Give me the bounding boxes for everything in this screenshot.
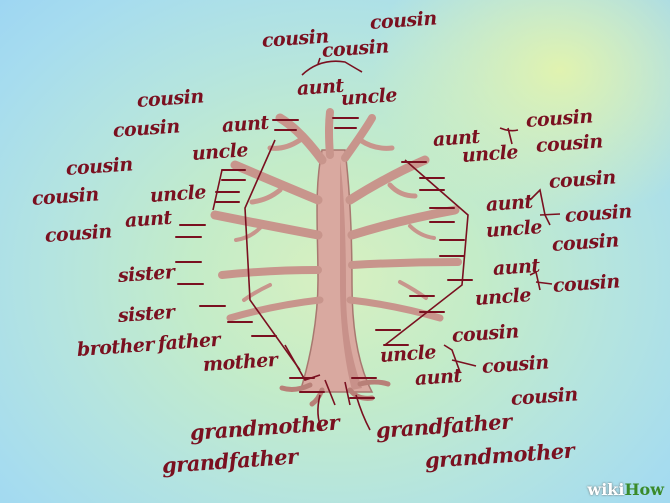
low-cousin-2: cousin (481, 351, 550, 378)
right-uncle-2: uncle (485, 216, 543, 242)
right-aunt-3: aunt (492, 254, 541, 280)
right-uncle-3: uncle (474, 284, 532, 310)
mother: mother (202, 348, 279, 376)
brother: brother (76, 333, 155, 361)
low-cousin-1: cousin (451, 320, 520, 347)
father: father (157, 328, 221, 355)
right-cousin-5: cousin (551, 229, 620, 256)
tree-trunk (298, 149, 374, 393)
left-cousin-1: cousin (136, 85, 205, 112)
sister-1: sister (117, 261, 176, 287)
watermark-suffix: How (624, 480, 664, 499)
trunk-shade (340, 160, 362, 390)
left-cousin-3: cousin (65, 153, 134, 180)
low-cousin-3: cousin (510, 383, 579, 410)
top-aunt: aunt (296, 74, 345, 100)
tree-branches (210, 108, 462, 322)
right-cousin-2: cousin (535, 130, 604, 157)
low-uncle: uncle (379, 341, 437, 367)
left-aunt-2: aunt (124, 206, 173, 232)
right-cousin-3: cousin (548, 166, 617, 193)
watermark-prefix: wiki (587, 480, 625, 499)
connector-lines (212, 57, 561, 431)
right-cousin-1: cousin (525, 105, 594, 132)
left-uncle-2: uncle (149, 181, 207, 207)
left-cousin-5: cousin (44, 220, 113, 247)
left-cousin-4: cousin (31, 183, 100, 210)
right-cousin-4: cousin (564, 200, 633, 227)
right-cousin-6: cousin (552, 270, 621, 297)
low-aunt: aunt (414, 364, 463, 390)
top-cousin-1: cousin (261, 25, 330, 52)
sister-2: sister (117, 301, 176, 327)
top-cousin-3: cousin (369, 7, 438, 34)
left-uncle-1: uncle (191, 139, 249, 165)
top-uncle: uncle (340, 84, 398, 110)
name-blanks (175, 117, 473, 399)
right-aunt-2: aunt (485, 190, 534, 216)
top-cousin-2: cousin (321, 35, 390, 62)
right-uncle-1: uncle (461, 141, 519, 167)
left-aunt-1: aunt (221, 111, 270, 137)
wikihow-watermark: wikiHow (587, 480, 664, 499)
left-cousin-2: cousin (112, 115, 181, 142)
